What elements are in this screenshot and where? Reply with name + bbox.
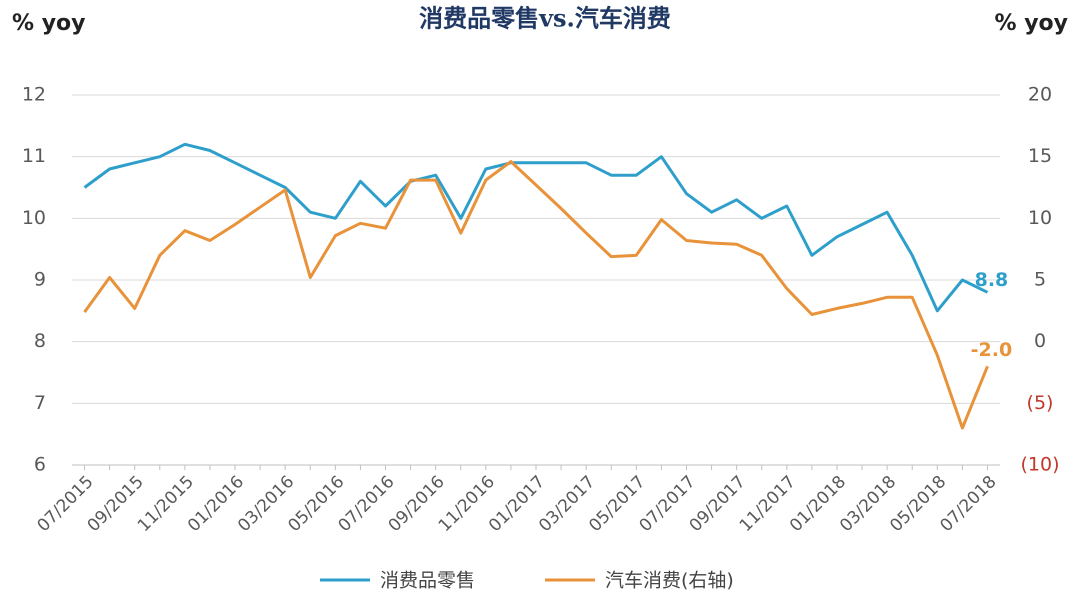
y-tick-label: 8	[34, 330, 46, 352]
chart-title: 消费品零售vs.汽车消费	[419, 4, 671, 33]
y2-tick-label: (5)	[1027, 392, 1054, 414]
y-tick-label: 10	[22, 207, 46, 229]
y-tick-label: 6	[34, 454, 46, 476]
series-line	[83, 160, 989, 430]
x-tick-label: 07/2018	[936, 472, 1000, 536]
series-line	[83, 142, 989, 313]
y-tick-label: 12	[22, 84, 46, 106]
legend-label: 消费品零售	[380, 570, 475, 592]
y2-tick-label: 0	[1034, 330, 1046, 352]
y-tick-label: 7	[34, 392, 46, 414]
y2-tick-label: 20	[1028, 84, 1052, 106]
legend-label: 汽车消费(右轴)	[605, 570, 734, 592]
y-axis-label: % yoy	[12, 11, 86, 36]
y2-tick-label: (10)	[1020, 454, 1059, 476]
y2-tick-label: 15	[1028, 145, 1052, 167]
y2-tick-label: 10	[1028, 207, 1052, 229]
data-label: 8.8	[975, 269, 1009, 291]
y2-tick-label: 5	[1034, 269, 1046, 291]
data-label: -2.0	[971, 339, 1013, 361]
y-tick-label: 9	[34, 269, 46, 291]
y-tick-label: 11	[22, 145, 46, 167]
y2-axis-label: % yoy	[995, 11, 1069, 36]
